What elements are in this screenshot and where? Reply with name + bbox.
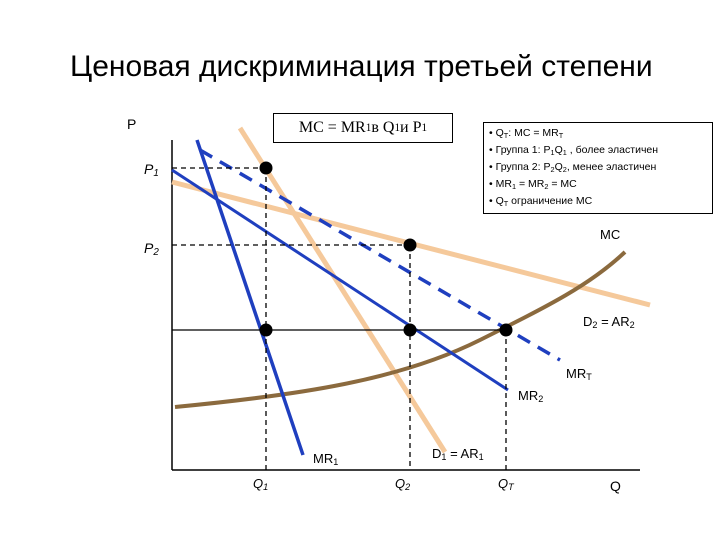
point-p2-q2 <box>403 238 417 252</box>
point-mrt-mc <box>499 323 513 337</box>
q1-label: Q1 <box>253 476 269 492</box>
mr2-label: MR2 <box>518 388 544 404</box>
note-line: • MR1 = MR2 = MC <box>489 178 577 191</box>
point-mr1-mc <box>259 323 273 337</box>
mr1-label: MR1 <box>313 451 339 467</box>
d1-label: D1 = AR1 <box>432 446 484 462</box>
mrt-curve <box>199 148 561 362</box>
note-line: • Группа 1: P1Q1 , более эластичен <box>489 144 659 157</box>
note-line: • QT: MC = MRT <box>489 127 564 140</box>
d2-label: D2 = AR2 <box>583 314 635 330</box>
qt-label: QT <box>498 476 514 492</box>
d1-curve <box>237 126 448 454</box>
y-axis-label: P <box>127 116 137 132</box>
mrt-label: MRT <box>566 366 592 382</box>
mr2-curve <box>171 168 509 392</box>
x-axis-label: Q <box>610 478 621 494</box>
q2-label: Q2 <box>395 476 411 492</box>
mc-label: MC <box>600 227 621 242</box>
point-p1-q1 <box>259 161 273 175</box>
p2-label: P2 <box>144 240 159 258</box>
point-mr2-mc <box>403 323 417 337</box>
note-line: • QT ограничение MC <box>489 195 593 208</box>
note-line: • Группа 2: P2Q2, менее эластичен <box>489 161 657 174</box>
mr1-curve <box>195 139 305 456</box>
p1-label: P1 <box>144 161 159 179</box>
mc-curve <box>174 250 627 409</box>
notes-box: • QT: MC = MRT • Группа 1: P1Q1 , более … <box>483 122 713 214</box>
page-title: Ценовая дискриминация третьей степени <box>70 50 653 83</box>
